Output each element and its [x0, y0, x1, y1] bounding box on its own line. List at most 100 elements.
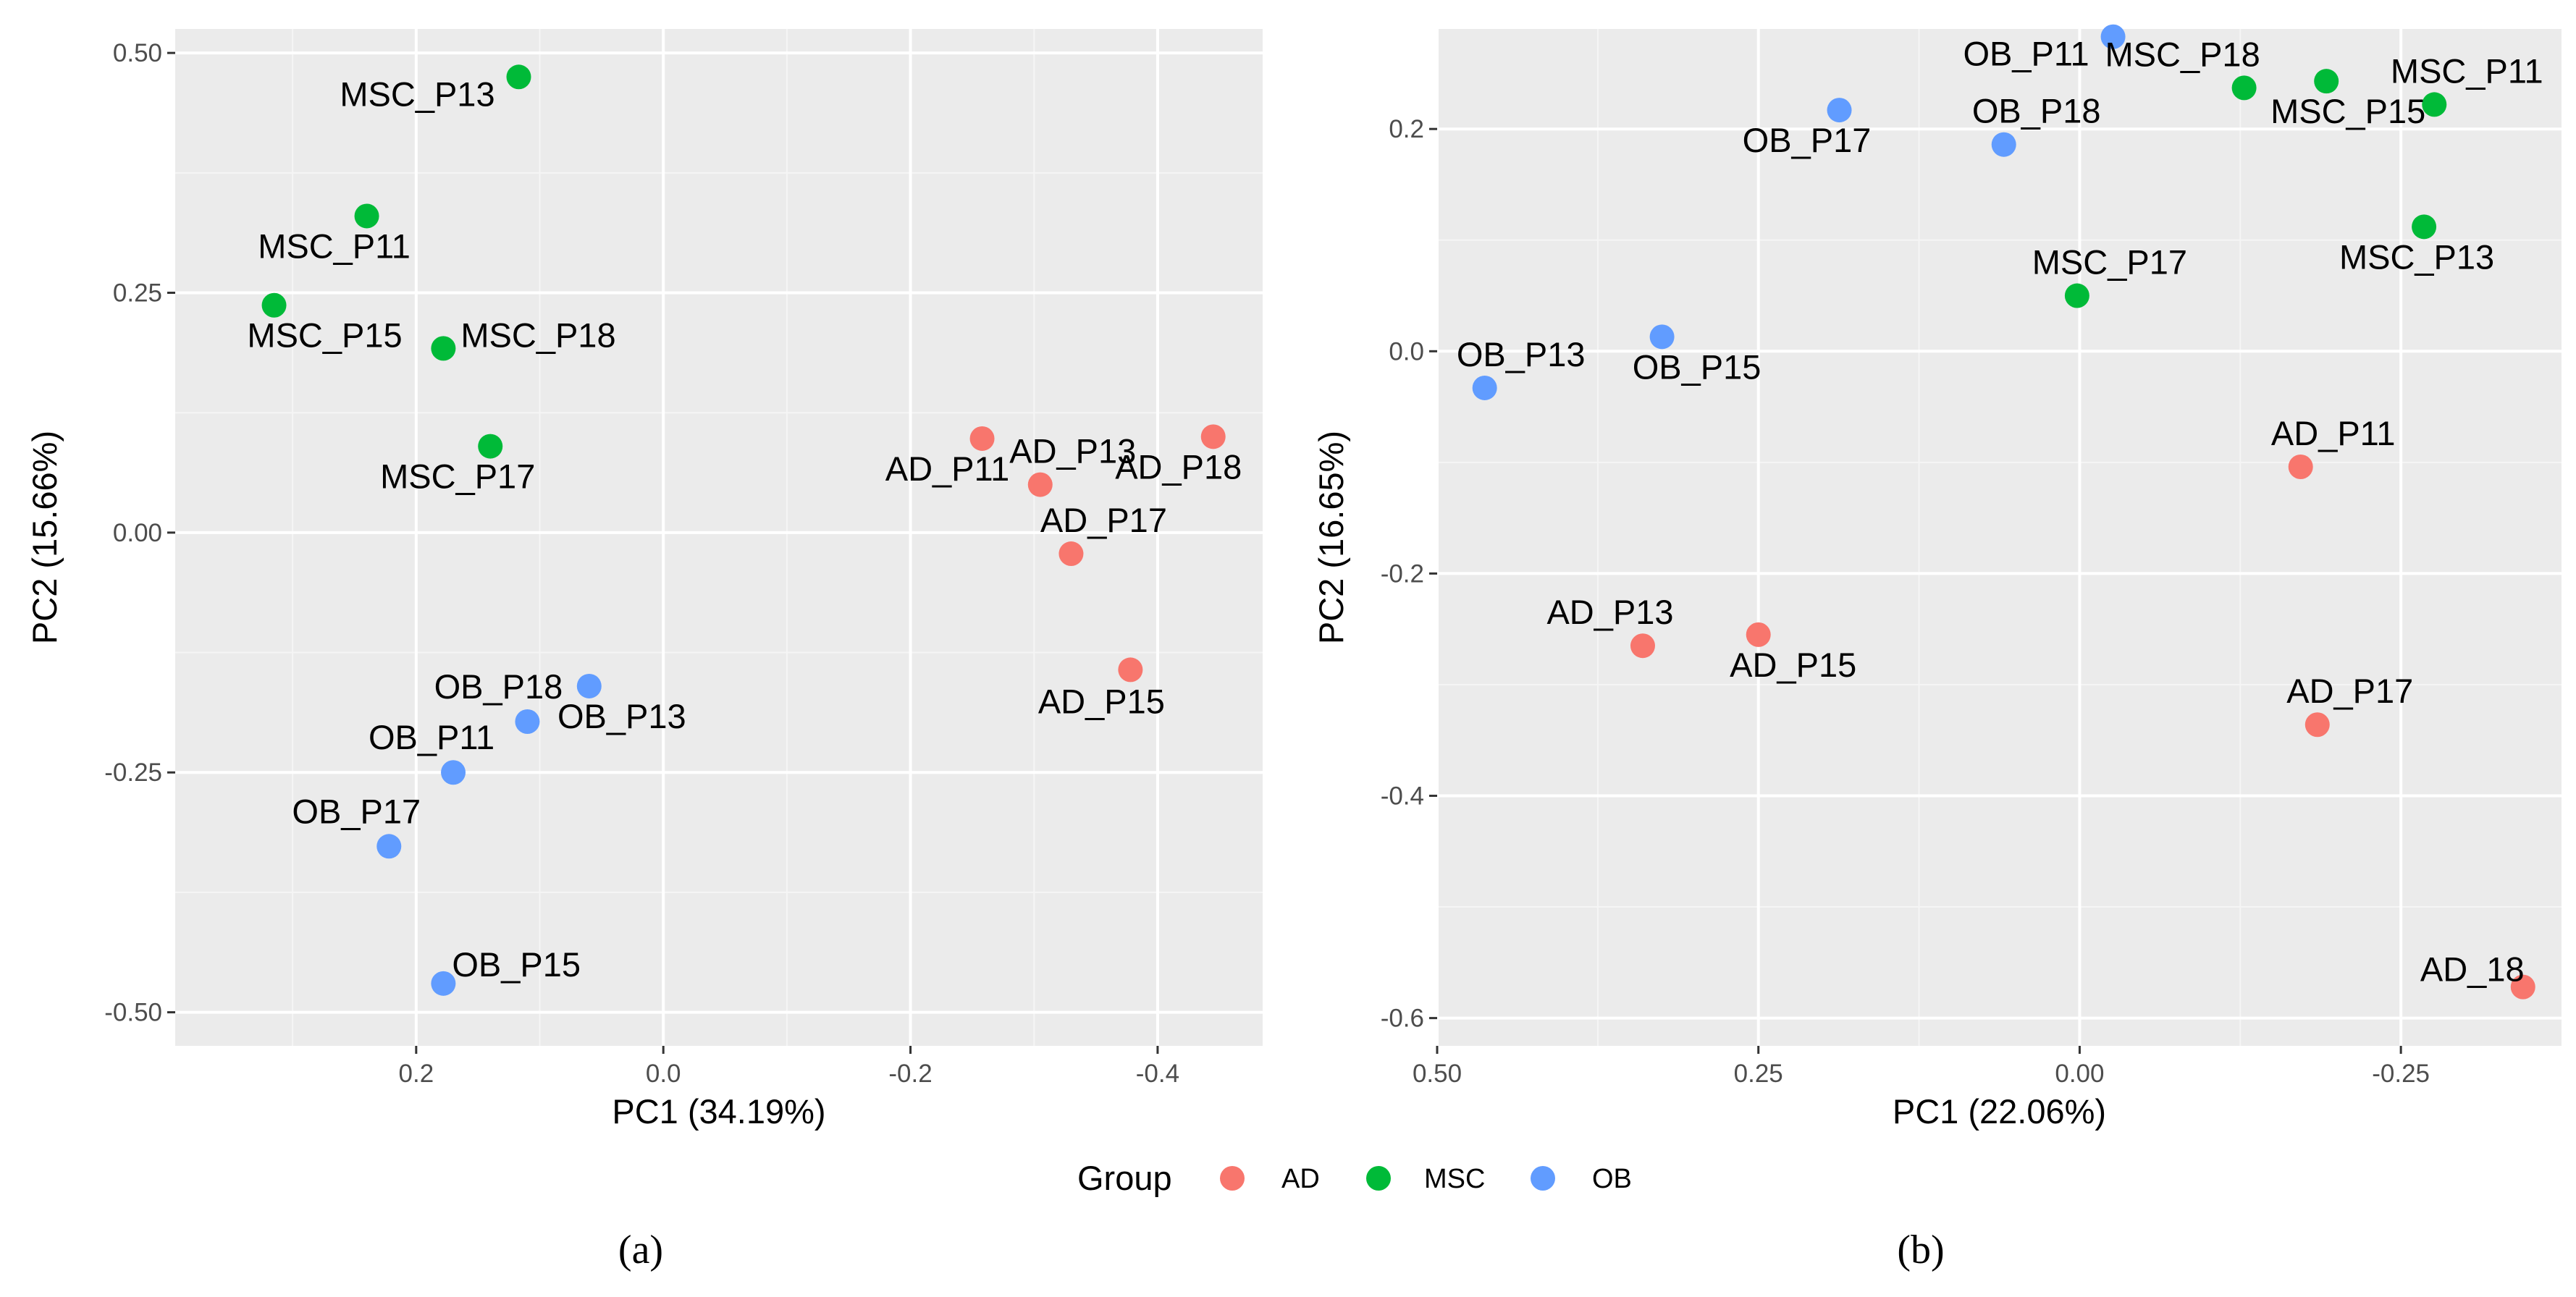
data-point-ad-p15: [1118, 657, 1143, 683]
data-point-ad-18: [2510, 974, 2535, 1000]
x-tick-label: 0.0: [646, 1060, 681, 1088]
point-label-ad-p11: AD_P11: [885, 449, 1010, 488]
point-label-msc-p15: MSC_P15: [2270, 92, 2425, 130]
y-tick-label: 0.50: [113, 39, 162, 67]
data-point-ob-p15: [1649, 324, 1675, 350]
point-label-msc-p17: MSC_P17: [380, 457, 535, 496]
point-label-msc-p17: MSC_P17: [2032, 243, 2187, 282]
point-label-ad-p15: AD_P15: [1038, 682, 1165, 720]
x-axis-title: PC1 (22.06%): [1893, 1092, 2106, 1131]
data-point-ob-p11: [2100, 24, 2126, 49]
point-label-msc-p11: MSC_P11: [258, 227, 411, 265]
x-tick-label: -0.2: [888, 1060, 932, 1088]
y-axis-title: PC2 (16.65%): [1312, 431, 1350, 644]
x-tick-label: 0.2: [399, 1060, 434, 1088]
data-point-ob-p17: [1827, 98, 1852, 123]
pca-panel-a: 0.2 0.0 -0.2 -0.4 -0.50 -0.25 0.00 0.25 0.50 PC1 …: [25, 29, 1263, 1272]
point-label-ad-18: AD_18: [2420, 950, 2525, 989]
panel-caption: (b): [1897, 1228, 1944, 1272]
x-axis-title: PC1 (34.19%): [612, 1092, 825, 1131]
data-point-msc-p17: [2064, 283, 2089, 308]
x-tick-label: 0.50: [1413, 1060, 1462, 1088]
point-label-ad-p17: AD_P17: [1040, 501, 1167, 539]
point-label-ad-p13: AD_P13: [1009, 432, 1136, 470]
point-label-ob-p18: OB_P18: [434, 667, 563, 706]
panel-background: [1437, 29, 2562, 1046]
pca-panel-b: 0.50 0.25 0.00 -0.25 -0.6 -0.4 -0.2 0.0 0.2 PC1 (…: [1312, 24, 2562, 1272]
data-point-ob-p18: [515, 709, 540, 734]
data-point-msc-p18: [431, 336, 456, 361]
data-point-msc-p17: [478, 434, 503, 459]
point-label-ob-p11: OB_P11: [1963, 35, 2089, 73]
legend-key-ob: [1531, 1166, 1555, 1191]
y-tick-label: 0.00: [113, 519, 162, 547]
data-point-ad-p18: [1200, 424, 1226, 449]
y-tick-label: 0.0: [1389, 337, 1424, 366]
y-tick-label: 0.2: [1389, 115, 1424, 143]
data-point-msc-p11: [2422, 92, 2447, 117]
data-point-ad-p11: [2288, 454, 2313, 479]
data-point-ad-p17: [1058, 541, 1084, 567]
data-point-msc-p18: [2231, 75, 2257, 101]
data-point-ad-p13: [1027, 472, 1053, 497]
point-label-ob-p15: OB_P15: [1633, 347, 1761, 386]
point-label-ob-p11: OB_P11: [369, 718, 494, 756]
legend-key-ad: [1220, 1166, 1245, 1191]
x-tick-label: 0.00: [2055, 1060, 2104, 1088]
data-point-msc-p13: [506, 64, 531, 90]
y-tick-label: -0.6: [1381, 1005, 1424, 1033]
legend-title: Group: [1077, 1159, 1172, 1197]
data-point-ad-p15: [1746, 622, 1771, 647]
data-point-ad-p11: [969, 426, 995, 451]
point-label-msc-p15: MSC_P15: [247, 316, 402, 355]
data-point-ob-p13: [1472, 375, 1497, 400]
point-label-ob-p17: OB_P17: [292, 792, 421, 830]
legend-label-msc: MSC: [1424, 1164, 1485, 1194]
legend-item-ad: AD: [1220, 1164, 1320, 1194]
point-label-msc-p13: MSC_P13: [340, 75, 494, 113]
x-tick-label: -0.4: [1136, 1060, 1179, 1088]
point-label-ob-p15: OB_P15: [452, 945, 581, 984]
data-point-ob-p17: [376, 834, 402, 859]
point-label-msc-p18: MSC_P18: [460, 316, 615, 354]
panel-caption: (a): [618, 1228, 663, 1272]
point-label-msc-p13: MSC_P13: [2339, 237, 2494, 276]
legend-item-msc: MSC: [1366, 1164, 1485, 1194]
point-label-msc-p18: MSC_P18: [2105, 35, 2260, 73]
point-label-ad-p13: AD_P13: [1546, 593, 1673, 631]
y-axis-title: PC2 (15.66%): [25, 431, 64, 644]
data-point-msc-p15: [261, 292, 287, 318]
data-point-ad-p13: [1630, 633, 1655, 659]
point-label-msc-p11: MSC_P11: [2391, 51, 2543, 90]
point-label-ad-p18: AD_P18: [1115, 447, 1242, 486]
data-point-msc-p15: [2314, 69, 2339, 94]
point-label-ob-p13: OB_P13: [1457, 335, 1586, 373]
y-tick-label: -0.4: [1381, 782, 1424, 811]
y-tick-label: 0.25: [113, 279, 162, 308]
panel-background: [175, 29, 1263, 1046]
data-point-ad-p17: [2304, 712, 2330, 738]
point-label-ob-p17: OB_P17: [1743, 121, 1872, 159]
legend-label-ob: OB: [1592, 1164, 1632, 1194]
y-tick-label: -0.25: [104, 759, 162, 787]
point-label-ob-p18: OB_P18: [1972, 92, 2101, 130]
point-label-ad-p15: AD_P15: [1730, 646, 1856, 684]
data-point-ob-p18: [1991, 132, 2016, 157]
y-tick-label: -0.50: [104, 999, 162, 1027]
legend-item-ob: OB: [1531, 1164, 1632, 1194]
point-label-ob-p13: OB_P13: [557, 697, 686, 735]
data-point-ob-p13: [576, 673, 602, 698]
y-tick-label: -0.2: [1381, 559, 1424, 588]
point-label-ad-p17: AD_P17: [2286, 672, 2413, 710]
legend-label-ad: AD: [1281, 1164, 1320, 1194]
x-tick-label: -0.25: [2372, 1060, 2430, 1088]
data-point-ob-p15: [431, 971, 456, 996]
legend-key-msc: [1366, 1166, 1391, 1191]
data-point-ob-p11: [441, 760, 466, 785]
point-label-ad-p11: AD_P11: [2271, 414, 2396, 452]
data-point-msc-p11: [354, 203, 379, 229]
x-tick-label: 0.25: [1734, 1060, 1783, 1088]
legend: Group AD MSC OB: [1077, 1159, 1632, 1197]
data-point-msc-p13: [2412, 214, 2437, 240]
